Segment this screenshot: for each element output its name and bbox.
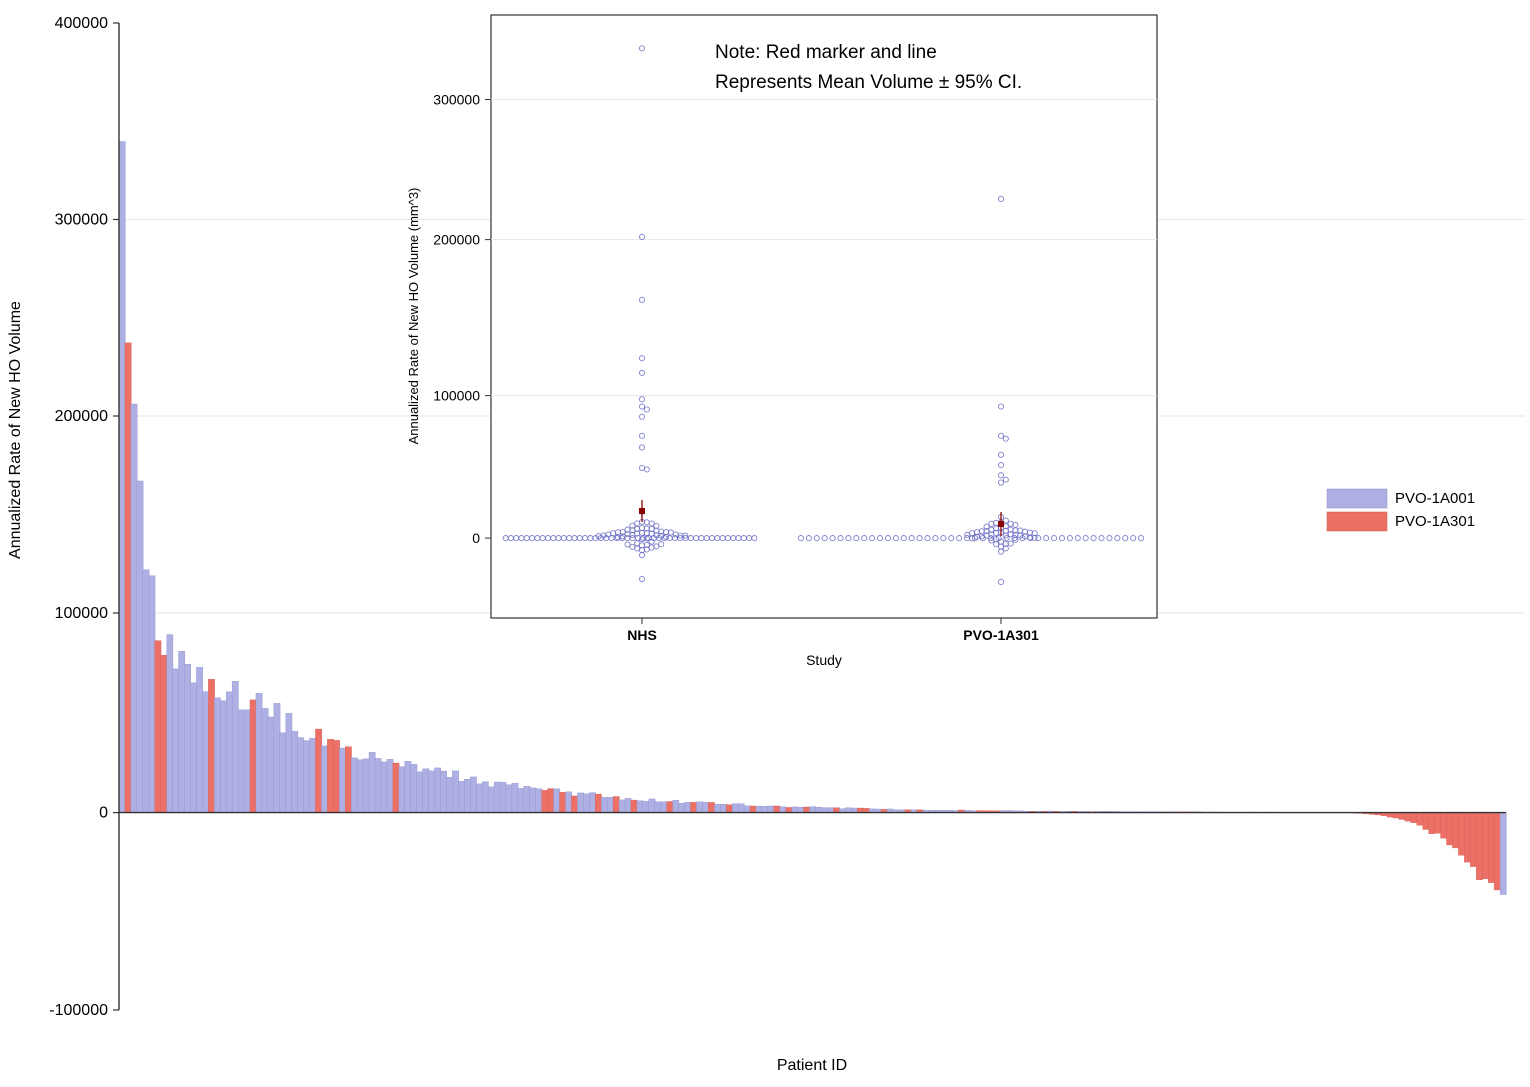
svg-text:300000: 300000	[55, 212, 108, 229]
svg-text:PVO-1A301: PVO-1A301	[1395, 513, 1475, 530]
svg-text:200000: 200000	[433, 232, 480, 248]
svg-text:PVO-1A001: PVO-1A001	[1395, 490, 1475, 507]
svg-text:100000: 100000	[55, 605, 108, 622]
svg-text:100000: 100000	[433, 388, 480, 404]
svg-text:Patient ID: Patient ID	[777, 1057, 847, 1074]
svg-text:Note: Red marker and line: Note: Red marker and line	[715, 42, 937, 63]
svg-text:0: 0	[472, 530, 480, 546]
svg-text:Study: Study	[806, 652, 842, 668]
svg-text:PVO-1A301: PVO-1A301	[963, 627, 1039, 643]
svg-text:0: 0	[99, 805, 108, 822]
svg-text:Represents Mean Volume ± 95% C: Represents Mean Volume ± 95% CI.	[715, 72, 1022, 93]
svg-text:Annualized Rate of New HO Volu: Annualized Rate of New HO Volume (mm^3)	[406, 188, 421, 445]
svg-text:Annualized Rate of New HO Volu: Annualized Rate of New HO Volume	[7, 301, 24, 559]
svg-text:200000: 200000	[55, 408, 108, 425]
svg-text:NHS: NHS	[627, 627, 657, 643]
svg-text:300000: 300000	[433, 92, 480, 108]
svg-text:-100000: -100000	[49, 1002, 108, 1019]
svg-text:400000: 400000	[55, 15, 108, 32]
